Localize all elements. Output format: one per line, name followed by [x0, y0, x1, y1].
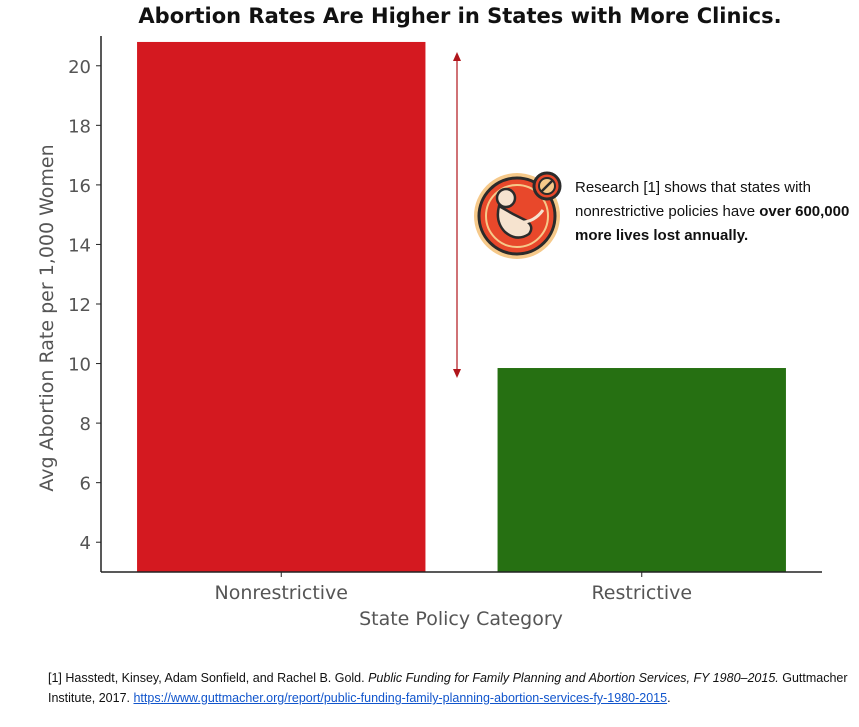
- fetus-prohibited-icon: [474, 171, 562, 259]
- footnote-publisher: Guttmacher Institute, 2017.: [48, 671, 848, 705]
- footnote: [1] Hasstedt, Kinsey, Adam Sonfield, and…: [48, 668, 853, 708]
- y-tick-label: 4: [80, 533, 91, 554]
- difference-arrow-head-down: [453, 369, 461, 379]
- y-tick-label: 14: [68, 235, 91, 256]
- footnote-prefix: [1] Hasstedt, Kinsey, Adam Sonfield, and…: [48, 671, 369, 685]
- y-axis-label: Avg Abortion Rate per 1,000 Women: [36, 144, 58, 492]
- y-tick-label: 10: [68, 355, 91, 376]
- y-tick-label: 8: [80, 414, 91, 435]
- footnote-link[interactable]: https://www.guttmacher.org/report/public…: [133, 691, 668, 705]
- y-tick-label: 20: [68, 57, 91, 78]
- difference-arrow-head-up: [453, 51, 461, 61]
- x-tick-label: Restrictive: [591, 582, 692, 604]
- chart-title: Abortion Rates Are Higher in States with…: [138, 4, 782, 28]
- callout-text-bold: over 600,000 more lives lost annually.: [575, 203, 850, 244]
- callout-text-plain: Research [1] shows that states with nonr…: [575, 179, 811, 220]
- x-axis-label: State Policy Category: [359, 608, 563, 630]
- callout-text: Research [1] shows that states with nonr…: [575, 176, 855, 248]
- y-tick-label: 6: [80, 474, 91, 495]
- x-tick-label: Nonrestrictive: [214, 582, 348, 604]
- footnote-end: .: [667, 691, 671, 705]
- y-tick-label: 18: [68, 116, 91, 137]
- y-tick-label: 12: [68, 295, 91, 316]
- bar-nonrestrictive: [137, 41, 426, 572]
- y-tick-label: 16: [68, 176, 91, 197]
- footnote-title: Public Funding for Family Planning and A…: [368, 671, 779, 685]
- bar-restrictive: [497, 368, 786, 572]
